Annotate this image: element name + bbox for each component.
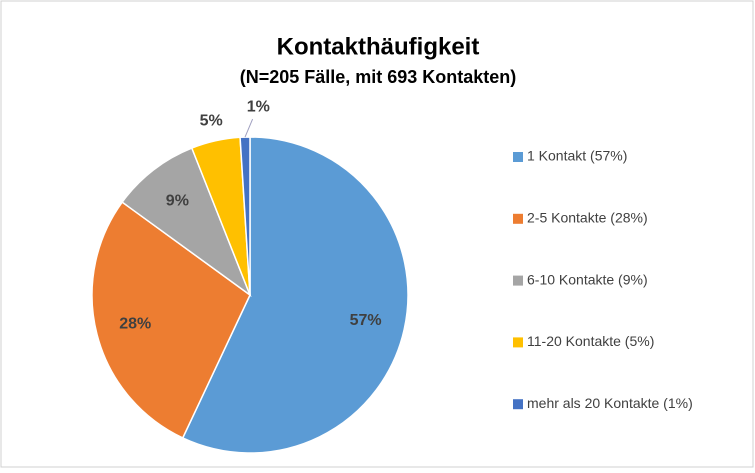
legend-label: 2-5 Kontakte (28%) xyxy=(527,210,648,226)
pie-slice xyxy=(181,136,409,454)
chart-title: Kontakthäufigkeit xyxy=(277,33,480,60)
pie-slice xyxy=(91,201,251,439)
legend-swatch xyxy=(513,337,523,348)
data-label: 57% xyxy=(350,312,382,329)
data-label: 1% xyxy=(247,98,270,115)
legend-label: 1 Kontakt (57%) xyxy=(527,148,627,164)
data-label: 28% xyxy=(119,316,151,333)
legend-label: 11-20 Kontakte (5%) xyxy=(527,333,654,349)
pie-slice xyxy=(121,147,252,298)
legend-swatch xyxy=(513,399,523,410)
chart-subtitle: (N=205 Fälle, mit 693 Kontakten) xyxy=(240,67,517,87)
leader-line xyxy=(244,118,254,138)
legend-swatch xyxy=(513,275,523,286)
legend-label: 6-10 Kontakte (9%) xyxy=(527,271,648,287)
pie-slice xyxy=(239,136,251,296)
data-label: 5% xyxy=(200,113,223,130)
legend-swatch xyxy=(513,213,523,224)
data-label: 9% xyxy=(166,193,189,210)
legend-label: mehr als 20 Kontakte (1%) xyxy=(527,395,693,411)
legend-swatch xyxy=(513,152,523,162)
